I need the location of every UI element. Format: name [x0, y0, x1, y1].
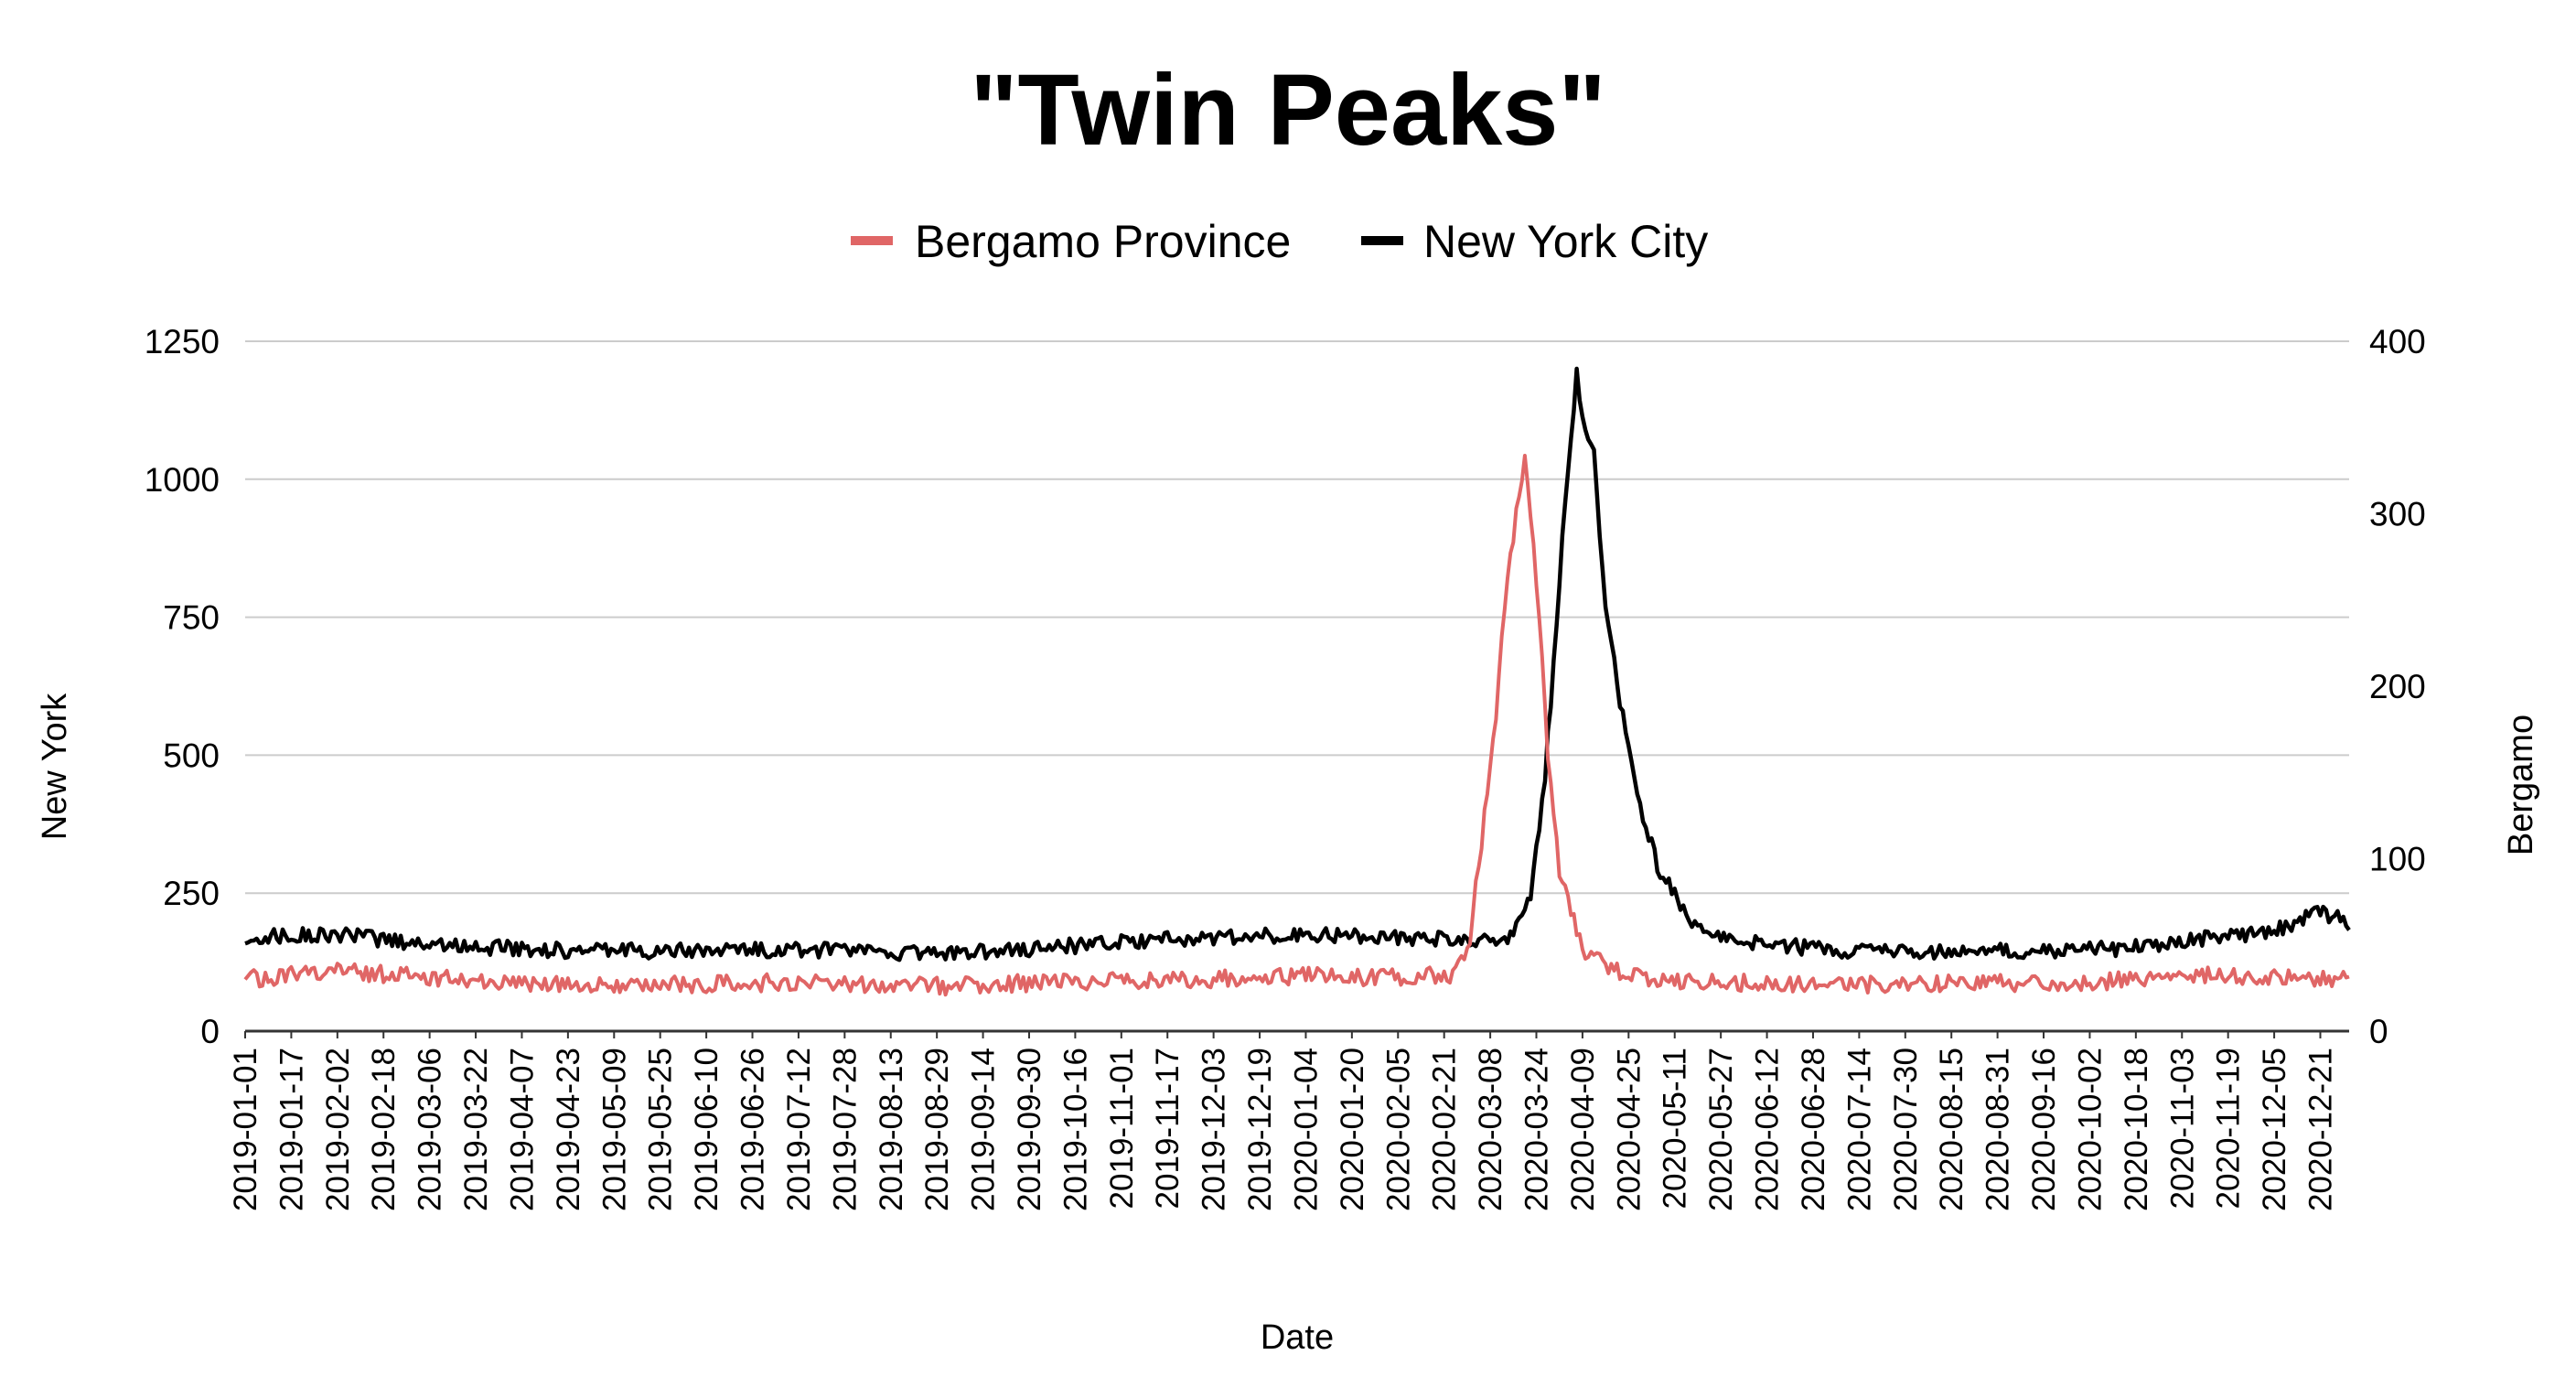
- x-axis-ticks: 2019-01-01 2019-01-17 2019-02-02 2019-02-18…: [228, 1031, 2338, 1211]
- x-tick-label: 2019-04-07: [504, 1048, 540, 1211]
- chart-title: "Twin Peaks": [970, 54, 1605, 167]
- y-right-tick-label: 300: [2369, 496, 2426, 533]
- x-tick-label: 2020-05-27: [1703, 1048, 1739, 1211]
- x-tick-label: 2020-01-20: [1335, 1048, 1370, 1211]
- x-tick-label: 2020-12-21: [2302, 1048, 2338, 1211]
- x-tick-label: 2020-10-18: [2119, 1048, 2154, 1211]
- x-tick-label: 2020-10-02: [2072, 1048, 2108, 1211]
- x-tick-label: 2020-02-21: [1427, 1048, 1463, 1211]
- y-left-tick-label: 750: [163, 599, 220, 637]
- x-tick-label: 2019-09-30: [1012, 1048, 1047, 1211]
- x-tick-label: 2019-01-17: [274, 1048, 309, 1211]
- y-right-tick-label: 100: [2369, 841, 2426, 878]
- x-tick-label: 2019-10-16: [1057, 1048, 1093, 1211]
- series-line-bergamo-province: [243, 454, 2350, 997]
- x-tick-label: 2020-09-16: [2026, 1048, 2062, 1211]
- y-left-tick-label: 1250: [145, 323, 220, 360]
- legend: Bergamo Province New York City: [851, 216, 1708, 267]
- y-right-tick-label: 0: [2369, 1013, 2388, 1050]
- x-tick-label: 2020-06-12: [1750, 1048, 1786, 1211]
- x-axis-title: Date: [1261, 1318, 1334, 1357]
- x-tick-label: 2019-06-26: [735, 1048, 771, 1211]
- series-line-new-york-city: [244, 366, 2351, 962]
- x-tick-label: 2019-07-12: [781, 1048, 817, 1211]
- x-tick-label: 2020-03-08: [1473, 1048, 1508, 1211]
- x-tick-label: 2020-03-24: [1519, 1048, 1555, 1211]
- x-tick-label: 2020-04-25: [1611, 1048, 1647, 1211]
- x-tick-label: 2019-03-06: [413, 1048, 448, 1211]
- x-tick-label: 2020-12-05: [2257, 1048, 2292, 1211]
- y-left-tick-label: 500: [163, 737, 220, 774]
- x-tick-label: 2019-05-09: [596, 1048, 632, 1211]
- y-axis-left-ticks: 0 250 500 750 1000 1250: [145, 323, 220, 1050]
- x-tick-label: 2019-12-03: [1197, 1048, 1232, 1211]
- x-tick-label: 2019-09-14: [966, 1048, 1002, 1211]
- legend-swatch-nyc: [1361, 236, 1403, 245]
- gridlines: [245, 340, 2349, 895]
- series-lines: [243, 366, 2351, 997]
- y-left-tick-label: 250: [163, 875, 220, 912]
- y-left-tick-label: 0: [200, 1013, 220, 1050]
- legend-label-bergamo: Bergamo Province: [915, 216, 1291, 267]
- x-tick-label: 2020-06-28: [1796, 1048, 1831, 1211]
- x-tick-label: 2019-02-02: [320, 1048, 356, 1211]
- x-tick-label: 2019-05-25: [643, 1048, 679, 1211]
- x-tick-label: 2019-11-17: [1150, 1048, 1186, 1209]
- x-tick-label: 2019-07-28: [827, 1048, 863, 1211]
- x-tick-label: 2019-03-22: [458, 1048, 494, 1211]
- x-tick-label: 2019-11-01: [1104, 1048, 1140, 1209]
- x-tick-label: 2019-04-23: [551, 1048, 586, 1211]
- y-right-tick-label: 400: [2369, 323, 2426, 360]
- y-left-tick-label: 1000: [145, 461, 220, 499]
- x-tick-label: 2019-01-01: [228, 1048, 263, 1211]
- x-tick-label: 2020-11-03: [2164, 1048, 2200, 1209]
- x-tick-label: 2020-08-31: [1980, 1048, 2016, 1211]
- x-tick-label: 2019-08-13: [874, 1048, 909, 1211]
- legend-swatch-bergamo: [851, 236, 893, 245]
- x-tick-label: 2020-02-05: [1380, 1048, 1416, 1211]
- x-tick-label: 2020-04-09: [1565, 1048, 1601, 1211]
- x-tick-label: 2020-07-30: [1888, 1048, 1924, 1211]
- x-tick-label: 2019-06-10: [689, 1048, 724, 1211]
- legend-label-nyc: New York City: [1423, 216, 1708, 267]
- x-tick-label: 2019-12-19: [1242, 1048, 1278, 1211]
- x-tick-label: 2020-08-15: [1934, 1048, 1970, 1211]
- y-axis-right-title: Bergamo: [2502, 715, 2540, 855]
- y-right-tick-label: 200: [2369, 668, 2426, 705]
- x-tick-label: 2020-07-14: [1841, 1048, 1877, 1211]
- x-tick-label: 2020-05-11: [1658, 1048, 1693, 1209]
- x-tick-label: 2019-08-29: [919, 1048, 955, 1211]
- y-axis-right-ticks: 0 100 200 300 400: [2369, 323, 2426, 1050]
- x-tick-label: 2020-01-04: [1288, 1048, 1324, 1211]
- x-tick-label: 2020-11-19: [2211, 1048, 2247, 1209]
- x-tick-label: 2019-02-18: [366, 1048, 402, 1211]
- y-axis-left-title: New York: [36, 693, 74, 841]
